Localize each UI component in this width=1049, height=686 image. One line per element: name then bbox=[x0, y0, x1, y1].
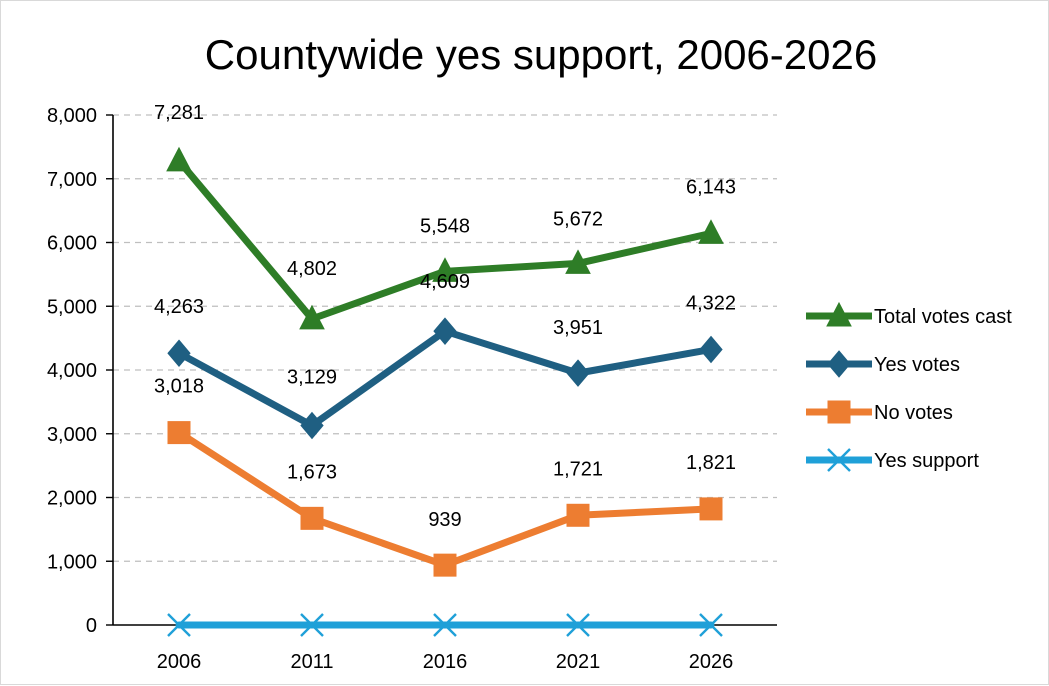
y-tick-label: 6,000 bbox=[47, 233, 97, 255]
y-tick-label: 1,000 bbox=[47, 551, 97, 573]
chart-title: Countywide yes support, 2006-2026 bbox=[205, 31, 877, 78]
data-labels: 7,281 4,802 5,548 5,672 6,143 4,263 3,129 4,609… bbox=[154, 102, 736, 531]
legend-marker-yes-support-stroke-b bbox=[827, 448, 851, 472]
marker-yes-support-2021 bbox=[566, 613, 590, 637]
marker-yes-support-2006 bbox=[167, 613, 191, 637]
x-tick-label-2021: 2021 bbox=[556, 651, 601, 673]
series-line-total-votes-cast bbox=[175, 157, 715, 323]
marker-yes-support-2011-stroke-b bbox=[300, 613, 324, 637]
series-line-yes-votes bbox=[175, 327, 715, 430]
y-tick-label: 8,000 bbox=[47, 105, 97, 127]
marker-total-votes-cast-2006 bbox=[166, 146, 192, 172]
legend-label-total-votes-cast: Total votes cast bbox=[874, 306, 1012, 328]
x-tick-label-2016: 2016 bbox=[423, 651, 468, 673]
y-tick-label: 7,000 bbox=[47, 169, 97, 191]
marker-no-votes-2016 bbox=[433, 553, 457, 577]
marker-yes-support-2016 bbox=[433, 613, 457, 637]
legend: Total votes cast Yes votes No votes Yes sup… bbox=[806, 301, 1012, 472]
marker-yes-support-2006-stroke-b bbox=[167, 613, 191, 637]
data-label-yes-votes-2006: 4,263 bbox=[154, 296, 204, 318]
marker-yes-support-2021-stroke-b bbox=[566, 613, 590, 637]
series-line-no-votes bbox=[175, 429, 715, 569]
marker-no-votes-2011 bbox=[300, 506, 324, 530]
legend-item-total-votes-cast: Total votes cast bbox=[806, 301, 1012, 328]
marker-total-votes-cast-2026 bbox=[698, 219, 724, 244]
legend-marker-yes-votes bbox=[827, 350, 851, 378]
marker-total-votes-cast-2021 bbox=[565, 249, 591, 274]
legend-marker-yes-support bbox=[827, 448, 851, 472]
legend-label-yes-votes: Yes votes bbox=[874, 354, 960, 376]
x-tick-label-2011: 2011 bbox=[290, 651, 333, 673]
marker-yes-votes-2006 bbox=[167, 339, 191, 368]
marker-yes-support-2016-stroke-b bbox=[433, 613, 457, 637]
marker-no-votes-2026 bbox=[699, 497, 723, 521]
series-lines bbox=[166, 146, 724, 637]
data-label-no-votes-2006: 3,018 bbox=[154, 376, 204, 398]
data-label-no-votes-2011: 1,673 bbox=[287, 461, 337, 483]
y-tick-label: 5,000 bbox=[47, 296, 97, 318]
x-tick-label-2006: 2006 bbox=[157, 651, 202, 673]
y-tick-label: 2,000 bbox=[47, 488, 97, 510]
series-yes-support bbox=[167, 613, 723, 637]
data-label-no-votes-2016: 939 bbox=[428, 509, 461, 531]
marker-yes-support-2026 bbox=[699, 613, 723, 637]
data-label-total-votes-cast-2016: 5,548 bbox=[420, 215, 470, 237]
data-label-no-votes-2021: 1,721 bbox=[553, 458, 603, 480]
series-yes-votes bbox=[167, 317, 723, 440]
legend-marker-no-votes bbox=[827, 400, 851, 424]
data-label-total-votes-cast-2011: 4,802 bbox=[287, 258, 337, 280]
marker-total-votes-cast-2011 bbox=[299, 304, 325, 330]
marker-yes-votes-2021 bbox=[566, 359, 590, 387]
data-label-yes-votes-2021: 3,951 bbox=[553, 317, 603, 339]
data-label-total-votes-cast-2026: 6,143 bbox=[686, 176, 736, 198]
y-tick-label: 4,000 bbox=[47, 360, 97, 382]
marker-yes-votes-2011 bbox=[300, 411, 324, 440]
legend-label-no-votes: No votes bbox=[874, 402, 953, 424]
data-label-yes-votes-2011: 3,129 bbox=[287, 367, 337, 389]
data-label-yes-votes-2016: 4,609 bbox=[420, 271, 470, 293]
data-label-yes-votes-2026: 4,322 bbox=[686, 292, 736, 314]
marker-yes-support-2026-stroke-b bbox=[699, 613, 723, 637]
marker-yes-support-2011 bbox=[300, 613, 324, 637]
legend-marker-total-votes-cast bbox=[826, 301, 852, 327]
legend-item-yes-votes: Yes votes bbox=[806, 350, 960, 378]
grid-lines bbox=[113, 114, 777, 562]
data-label-total-votes-cast-2006: 7,281 bbox=[154, 102, 204, 124]
marker-total-votes-cast-2016 bbox=[432, 257, 458, 282]
marker-yes-votes-2026 bbox=[699, 335, 723, 364]
marker-yes-votes-2016 bbox=[433, 317, 457, 345]
legend-item-no-votes: No votes bbox=[806, 400, 953, 424]
legend-label-yes-support: Yes support bbox=[874, 450, 979, 472]
marker-no-votes-2021 bbox=[566, 503, 590, 527]
axes: 0 1,000 2,000 3,000 4,000 5,000 6,000 7,000 8,00… bbox=[47, 105, 777, 673]
legend-item-yes-support: Yes support bbox=[806, 448, 979, 472]
marker-no-votes-2006 bbox=[167, 421, 191, 445]
data-label-total-votes-cast-2021: 5,672 bbox=[553, 208, 603, 230]
y-tick-label: 0 bbox=[86, 615, 97, 637]
y-tick-label: 3,000 bbox=[47, 424, 97, 446]
x-tick-label-2026: 2026 bbox=[689, 651, 734, 673]
series-no-votes bbox=[167, 421, 723, 577]
series-total-votes-cast bbox=[166, 146, 724, 330]
data-label-no-votes-2026: 1,821 bbox=[686, 452, 736, 474]
